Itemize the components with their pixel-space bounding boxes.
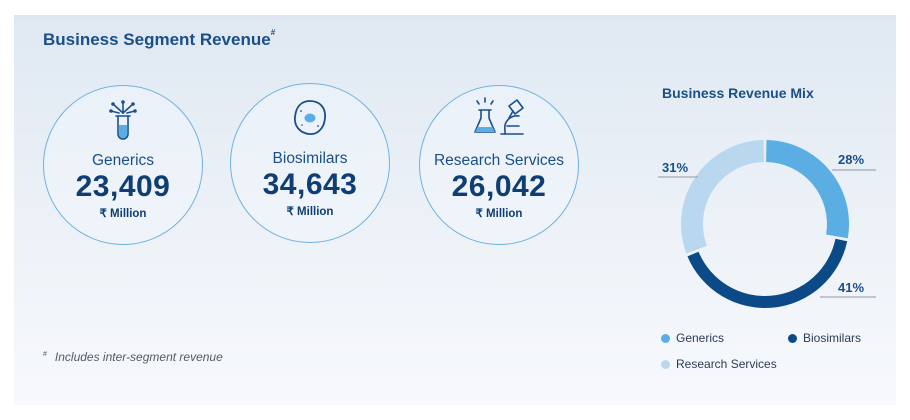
value-label-generics: 28%	[838, 152, 864, 167]
research-services-label: Research Services	[433, 152, 565, 169]
test-tube-icon	[109, 100, 137, 140]
donut-slice-biosimilars	[687, 238, 848, 308]
footnote: # Includes inter-segment revenue	[43, 350, 223, 364]
biosimilars-unit: ₹ Million	[286, 206, 334, 218]
biosimilars-segment-card: Biosimilars 34,643 ₹ Million	[230, 83, 390, 243]
research-services-segment-card: Research Services 26,042 ₹ Million	[419, 85, 579, 245]
legend-label-generics: Generics	[676, 331, 725, 345]
legend-item-generics: Generics	[661, 331, 724, 345]
legend-item-research-services: Research Services	[661, 357, 777, 371]
donut-slice-generics	[766, 140, 849, 239]
research-services-unit: ₹ Million	[475, 208, 523, 220]
value-label-research-services: 31%	[662, 160, 688, 175]
revenue-mix-donut-chart: 28% 41% 31%	[658, 140, 876, 308]
title-footnote-mark: #	[270, 28, 276, 37]
chart-title: Business Revenue Mix	[662, 85, 814, 101]
biosimilars-value: 34,643	[262, 168, 358, 201]
value-label-biosimilars: 41%	[838, 280, 864, 295]
legend-swatch-generics	[661, 333, 670, 343]
generics-label: Generics	[91, 152, 155, 169]
footnote-text: Includes inter-segment revenue	[54, 350, 223, 364]
donut-slice-research-services	[681, 140, 764, 254]
footnote-mark: #	[43, 351, 47, 358]
legend-swatch-biosimilars	[788, 333, 797, 343]
legend-label-research-services: Research Services	[676, 357, 777, 371]
research-services-value: 26,042	[451, 170, 547, 203]
page-title: Business Segment Revenue#	[43, 28, 276, 49]
legend-item-biosimilars: Biosimilars	[788, 331, 861, 345]
lab-microscope-icon	[474, 97, 524, 135]
generics-value: 23,409	[75, 170, 171, 203]
cell-icon	[294, 100, 326, 135]
legend-swatch-research-services	[661, 359, 670, 369]
biosimilars-label: Biosimilars	[272, 150, 348, 167]
generics-unit: ₹ Million	[99, 208, 147, 220]
generics-segment-card: Generics 23,409 ₹ Million	[43, 85, 203, 245]
legend-label-biosimilars: Biosimilars	[803, 331, 862, 345]
